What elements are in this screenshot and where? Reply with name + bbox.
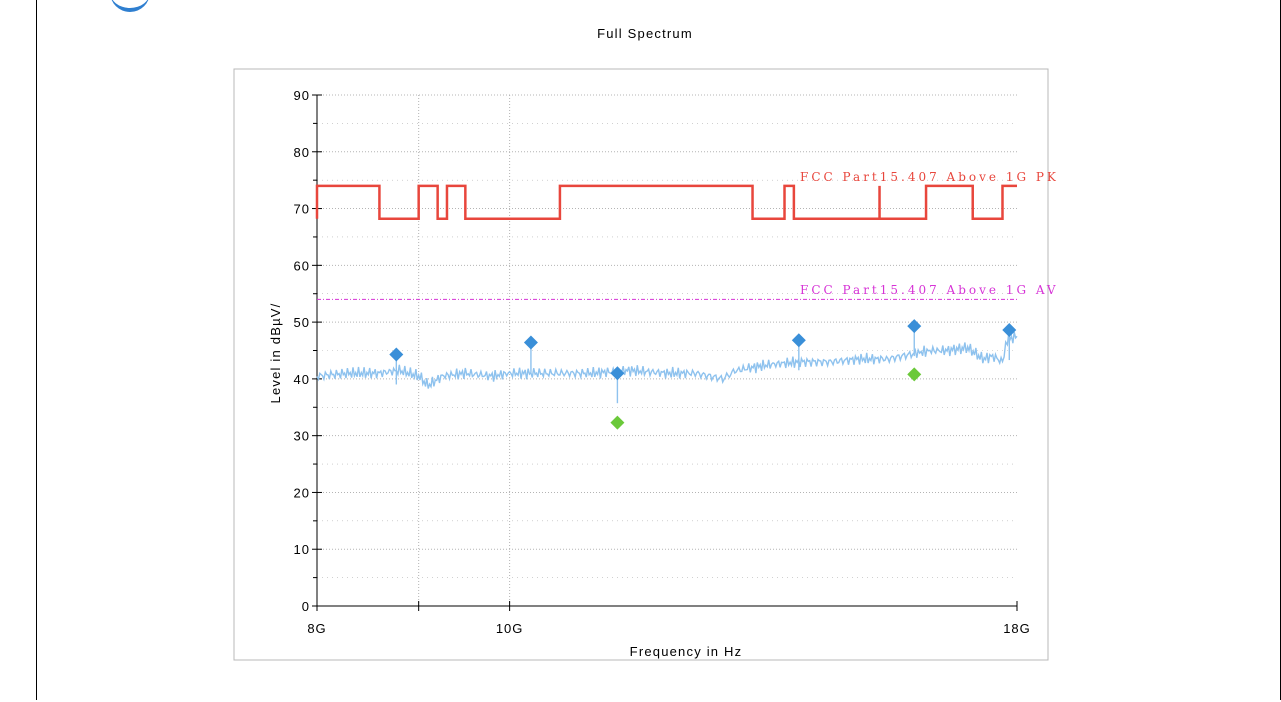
y-tick-label: 50 bbox=[294, 315, 310, 330]
axes bbox=[312, 94, 1018, 611]
y-tick-label: 70 bbox=[294, 202, 310, 217]
peak-marker bbox=[907, 319, 922, 334]
limit-lines: FCC Part15.407 Above 1G PK FCC Part15.407… bbox=[315, 170, 1059, 300]
spectrum-trace bbox=[316, 331, 1018, 389]
limit-line-pk bbox=[315, 184, 1017, 221]
peak-marker bbox=[523, 335, 538, 350]
y-tick-label: 60 bbox=[294, 258, 310, 273]
y-tick-label: 40 bbox=[294, 372, 310, 387]
x-axis-label: Frequency in Hz bbox=[630, 644, 743, 659]
peak-marker bbox=[1002, 323, 1017, 338]
x-tick-label: 18G bbox=[1003, 621, 1031, 636]
peak-marker bbox=[389, 347, 404, 362]
y-tick-label: 0 bbox=[302, 599, 310, 614]
y-tick-label: 30 bbox=[294, 429, 310, 444]
y-tick-label: 20 bbox=[294, 485, 310, 500]
y-tick-label: 80 bbox=[294, 145, 310, 160]
plot-area-border bbox=[233, 68, 1049, 661]
limit-label-pk: FCC Part15.407 Above 1G PK bbox=[800, 170, 1059, 184]
y-tick-label: 90 bbox=[294, 88, 310, 103]
logo-arc bbox=[110, 0, 150, 12]
tick-labels: 0 10 20 30 40 50 60 70 80 90 8G 10G 18G bbox=[294, 88, 1031, 636]
chart-title: Full Spectrum bbox=[597, 26, 693, 41]
markers bbox=[389, 319, 1017, 430]
y-tick-label: 10 bbox=[294, 542, 310, 557]
peak-marker bbox=[610, 366, 625, 381]
x-tick-label: 10G bbox=[496, 621, 524, 636]
spectrum bbox=[316, 331, 1018, 389]
y-axis-label: Level in dBµV/ bbox=[268, 303, 283, 404]
grid bbox=[317, 94, 1017, 606]
average-marker bbox=[907, 367, 922, 382]
limit-label-av: FCC Part15.407 Above 1G AV bbox=[800, 283, 1059, 297]
peak-marker bbox=[791, 333, 806, 348]
average-marker bbox=[610, 415, 625, 430]
x-tick-label: 8G bbox=[307, 621, 326, 636]
